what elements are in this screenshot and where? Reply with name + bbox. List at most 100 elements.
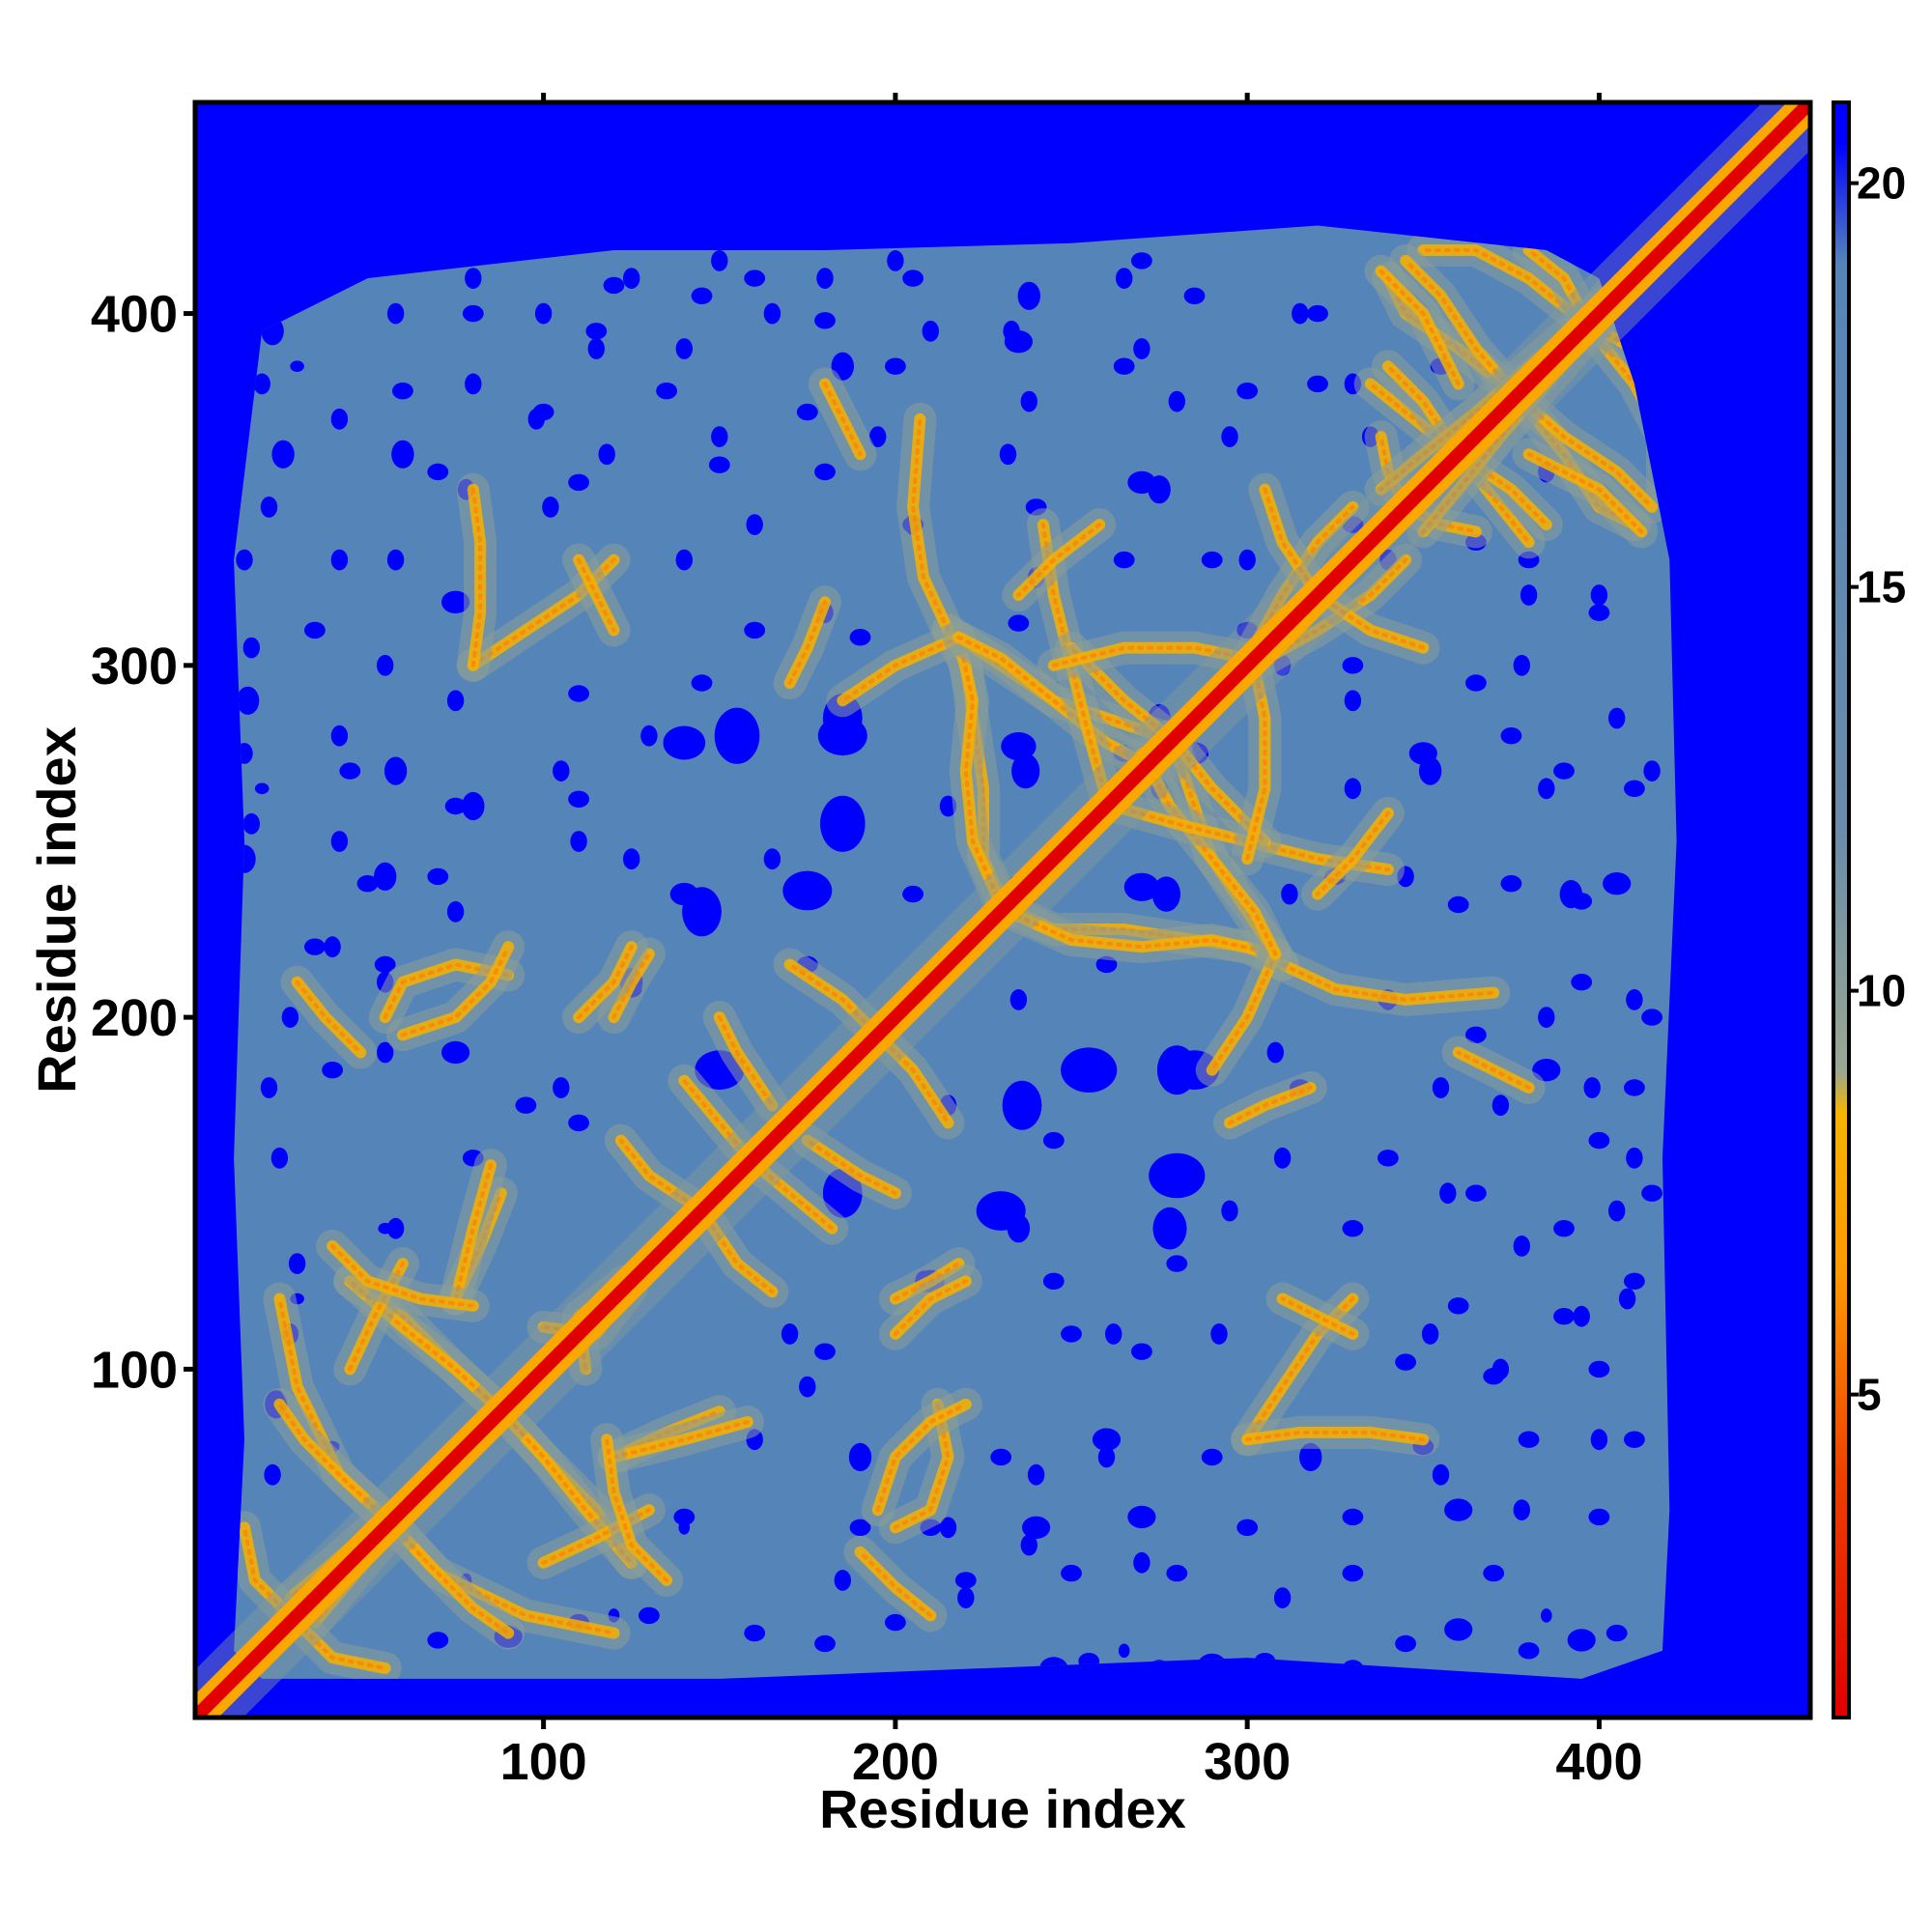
void-cluster-147: [1183, 287, 1206, 304]
contact-arc-11-mirror-core: [618, 1138, 704, 1213]
void-cluster-mirror-48: [587, 338, 605, 359]
contact-arc-27-core: [1051, 645, 1250, 668]
void-cluster-113: [849, 629, 871, 646]
void-cluster-mirror-49: [623, 268, 640, 289]
x-axis-label: Residue index: [819, 1778, 1186, 1839]
void-cluster-mirror-17: [330, 831, 349, 852]
void-cluster-12: [1605, 1624, 1628, 1642]
void-cluster-mirror-139: [1513, 654, 1531, 676]
void-cluster-mirror-105: [1168, 390, 1186, 412]
void-cluster-74: [304, 938, 326, 955]
void-cluster-mirror-127: [1418, 756, 1442, 785]
void-cluster-43: [814, 1343, 836, 1360]
void-cluster-127: [1127, 470, 1156, 495]
void-cluster-23: [885, 1613, 906, 1632]
void-cluster-64: [1378, 1150, 1399, 1167]
contact-arc-46-core: [295, 980, 363, 1055]
void-cluster-mirror-45: [623, 848, 640, 870]
contact-arc-20-core: [956, 635, 1004, 907]
colorbar-ticks: 5 10 15 20: [1849, 158, 1906, 1420]
void-cluster-124: [814, 463, 836, 481]
void-cluster-mirror-92: [1020, 390, 1038, 412]
void-cluster-72: [441, 1040, 470, 1065]
contact-arc-9-core: [453, 1163, 493, 1301]
void-cluster-8: [1395, 1634, 1416, 1653]
void-cluster-mirror-99: [1152, 1207, 1187, 1250]
void-cluster-85: [669, 882, 698, 906]
void-cluster-91: [1447, 895, 1469, 914]
void-cluster-14: [1342, 1564, 1364, 1582]
contact-arc-47-mirror-core: [1280, 1296, 1355, 1336]
void-cluster-mirror-81: [922, 320, 939, 342]
colorbar-tick-label-20: 20: [1857, 158, 1906, 209]
void-cluster-mirror-150: [1626, 1147, 1643, 1169]
void-cluster-21: [744, 1624, 766, 1642]
void-cluster-29: [1022, 1516, 1051, 1540]
void-cluster-18: [1588, 1508, 1610, 1526]
contact-arc-47-core: [577, 557, 616, 633]
contact-arc-1-core: [383, 1515, 511, 1635]
void-cluster-82: [1641, 1009, 1662, 1026]
void-cluster-mirror-151: [1643, 760, 1661, 781]
void-cluster-135: [796, 403, 818, 421]
contact-arc-23-core: [840, 635, 961, 703]
contact-arc-24-mirror-core: [1139, 751, 1278, 956]
void-cluster-mirror-135: [1492, 1094, 1510, 1117]
void-cluster-mirror-14: [330, 549, 349, 571]
void-cluster-123: [708, 456, 730, 473]
void-cluster-mirror-137: [1559, 880, 1583, 909]
void-cluster-137: [1004, 330, 1033, 354]
void-cluster-99: [663, 725, 706, 760]
void-cluster-107: [1624, 780, 1645, 797]
contact-arc-36-mirror-core: [1404, 258, 1524, 404]
void-cluster-42: [1061, 1325, 1082, 1343]
void-cluster-118: [1465, 674, 1487, 692]
void-cluster-mirror-98: [1105, 1323, 1122, 1345]
void-cluster-40: [1395, 1353, 1416, 1371]
void-cluster-mirror-41: [553, 760, 570, 781]
void-cluster-26: [673, 1508, 696, 1526]
void-cluster-31: [1236, 1519, 1259, 1537]
void-cluster-46: [1166, 1255, 1188, 1272]
contact-arc-22-core: [1280, 962, 1496, 1002]
void-cluster-68: [1641, 1184, 1662, 1202]
void-cluster-87: [902, 885, 923, 903]
void-cluster-mirror-94: [1017, 281, 1041, 310]
void-cluster-149: [603, 276, 625, 295]
void-cluster-58: [1042, 1131, 1065, 1150]
void-cluster-10: [1518, 1642, 1540, 1660]
contact-arc-33-core: [1421, 248, 1584, 323]
void-cluster-73: [515, 1096, 537, 1114]
contact-arc-31-mirror-core: [470, 557, 616, 668]
contact-arc-17-mirror-core: [400, 945, 511, 1037]
void-cluster-mirror-32: [446, 900, 465, 923]
contact-arc-42-core: [1378, 269, 1461, 386]
void-cluster-37: [1624, 1431, 1645, 1448]
heatmap-cells: [195, 102, 1810, 1718]
void-cluster-mirror-66: [675, 338, 693, 359]
x-tick-label-400: 400: [1555, 1733, 1642, 1791]
void-cluster-96: [339, 762, 361, 780]
void-cluster-140: [1307, 375, 1328, 393]
void-cluster-19: [1444, 1498, 1473, 1521]
contact-arc-31-core: [1245, 1296, 1355, 1442]
void-cluster-105: [1500, 727, 1522, 745]
diagonal-line: [195, 102, 1810, 1718]
void-cluster-145: [814, 312, 836, 329]
contact-arc-32-mirror-core: [470, 487, 483, 668]
void-cluster-59: [1061, 1047, 1118, 1093]
void-cluster-mirror-118: [1221, 426, 1238, 447]
void-cluster-mirror-83: [1020, 1534, 1038, 1556]
void-cluster-mirror-112: [1273, 1147, 1292, 1169]
void-cluster-92: [1500, 875, 1522, 893]
colorbar-ramp: [1832, 100, 1851, 1719]
void-cluster-97: [444, 797, 467, 815]
void-cluster-11: [1567, 1629, 1596, 1652]
contact-arc-29-core: [1316, 593, 1426, 650]
void-cluster-120: [1588, 604, 1610, 621]
contact-arc-32-core: [1245, 1430, 1426, 1442]
void-cluster-86: [782, 870, 833, 911]
void-cluster-136: [885, 357, 906, 375]
